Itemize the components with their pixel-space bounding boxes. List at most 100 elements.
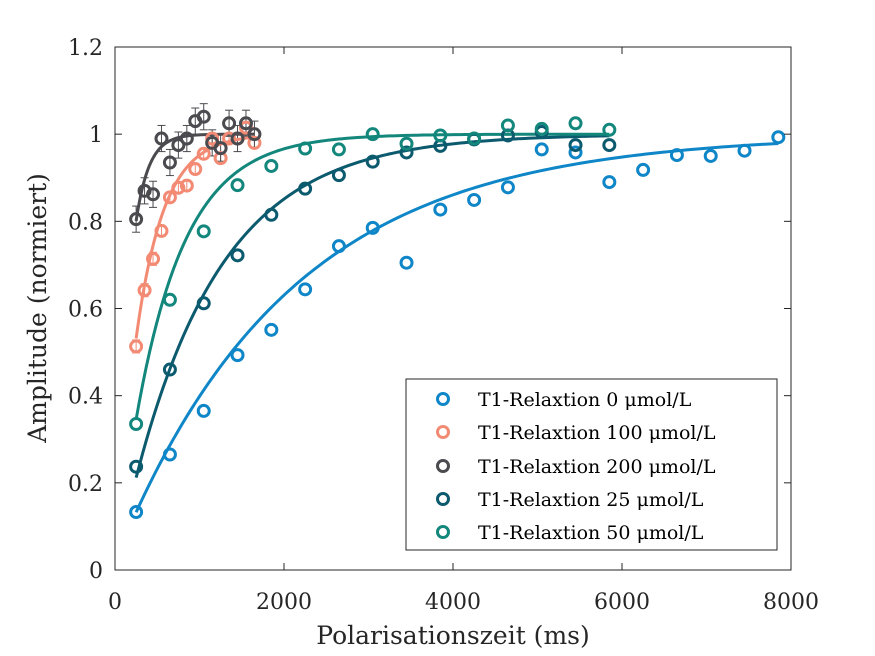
legend-marker-0	[436, 392, 450, 406]
data-point-series-3	[602, 138, 617, 153]
data-point-series-2	[247, 127, 262, 142]
data-point-series-1	[247, 135, 262, 150]
data-point-series-3	[162, 362, 177, 377]
data-point-series-1	[146, 251, 161, 266]
y-tick-label: 0.2	[68, 472, 103, 497]
data-point-series-2	[129, 212, 144, 227]
x-tick-label: 6000	[594, 590, 650, 615]
data-point-series-1	[222, 131, 237, 146]
data-point-series-0	[534, 142, 549, 157]
data-point-series-0	[129, 505, 144, 520]
data-point-series-4	[365, 127, 380, 142]
data-point-series-3	[399, 145, 414, 160]
legend-marker-4	[436, 525, 450, 539]
data-point-series-4	[433, 128, 448, 143]
data-point-series-0	[399, 255, 414, 270]
data-point-series-4	[399, 136, 414, 151]
legend-label-0: T1-Relaxtion 0 μmol/L	[478, 389, 692, 411]
legend-label-3: T1-Relaxtion 25 μmol/L	[478, 489, 704, 511]
legend-marker-1	[436, 425, 450, 439]
data-point-series-3	[196, 296, 211, 311]
data-point-series-0	[230, 348, 245, 363]
data-point-series-0	[467, 192, 482, 207]
data-point-series-4	[196, 224, 211, 239]
x-tick-label: 2000	[256, 590, 312, 615]
data-point-series-4	[500, 118, 515, 133]
x-tick-label: 4000	[425, 590, 481, 615]
data-point-series-2	[146, 187, 161, 202]
data-point-series-2	[162, 155, 177, 170]
data-point-series-4	[129, 416, 144, 431]
data-point-series-4	[534, 121, 549, 136]
y-tick-label: 0.8	[68, 210, 103, 235]
y-tick-label: 0.4	[68, 385, 103, 410]
x-tick-label: 0	[108, 590, 122, 615]
data-point-series-0	[771, 130, 786, 145]
error-bar	[199, 103, 208, 131]
data-point-series-0	[331, 239, 346, 254]
data-point-series-0	[737, 143, 752, 158]
data-point-series-1	[162, 190, 177, 205]
error-bar	[149, 180, 158, 208]
data-point-series-2	[179, 131, 194, 146]
data-point-series-4	[162, 292, 177, 307]
data-point-series-2	[238, 116, 253, 131]
data-point-series-2	[171, 138, 186, 153]
data-point-series-2	[222, 116, 237, 131]
data-point-series-1	[179, 178, 194, 193]
data-point-series-3	[568, 138, 583, 153]
y-tick-labels: 0 0.2 0.4 0.6 0.8 1 1.2	[68, 36, 103, 584]
data-point-series-1	[137, 283, 152, 298]
data-point-series-4	[331, 142, 346, 157]
data-point-series-3	[331, 168, 346, 183]
data-point-series-0	[500, 180, 515, 195]
axis-ticks	[114, 46, 792, 571]
data-point-series-0	[298, 282, 313, 297]
data-point-series-0	[433, 202, 448, 217]
legend-label-4: T1-Relaxtion 50 μmol/L	[478, 522, 704, 544]
legend-marker-3	[436, 492, 450, 506]
data-point-series-3	[365, 154, 380, 169]
data-point-series-1	[205, 131, 220, 146]
y-tick-label: 0.6	[68, 298, 103, 323]
fit-line-series-3	[134, 134, 610, 479]
data-point-series-0	[703, 148, 718, 163]
data-point-series-4	[298, 141, 313, 156]
x-axis-label: Polarisationszeit (ms)	[316, 621, 589, 650]
data-point-series-4	[602, 122, 617, 137]
data-point-series-0	[602, 175, 617, 190]
data-point-series-3	[230, 248, 245, 263]
data-point-series-3	[129, 459, 144, 474]
data-point-series-2	[230, 131, 245, 146]
data-point-series-3	[298, 181, 313, 196]
data-point-series-1	[129, 339, 144, 354]
data-point-series-0	[636, 162, 651, 177]
data-point-series-1	[196, 146, 211, 161]
error-bar	[165, 148, 174, 177]
legend: T1-Relaxtion 0 μmol/L T1-Relaxtion 100 μ…	[405, 378, 778, 551]
data-point-series-2	[213, 141, 228, 156]
data-point-series-0	[264, 322, 279, 337]
data-point-series-0	[196, 403, 211, 418]
legend-label-1: T1-Relaxtion 100 μmol/L	[478, 422, 716, 444]
data-point-series-1	[238, 120, 253, 135]
legend-box	[405, 378, 778, 551]
data-point-series-4	[264, 158, 279, 173]
data-point-series-1	[188, 162, 203, 177]
data-point-series-3	[264, 207, 279, 222]
data-point-series-4	[568, 116, 583, 131]
y-axis-label: Amplitude (normiert)	[23, 173, 52, 444]
data-points	[129, 109, 786, 520]
data-point-series-4	[467, 131, 482, 146]
data-point-series-0	[568, 145, 583, 160]
data-point-series-1	[171, 180, 186, 195]
fit-line-series-4	[134, 132, 610, 420]
data-point-series-0	[162, 447, 177, 462]
legend-marker-2	[436, 459, 450, 473]
data-point-series-1	[154, 223, 169, 238]
y-tick-label: 1	[89, 123, 103, 148]
y-tick-label: 1.2	[68, 36, 103, 61]
data-point-series-4	[230, 178, 245, 193]
data-point-series-0	[365, 220, 380, 235]
